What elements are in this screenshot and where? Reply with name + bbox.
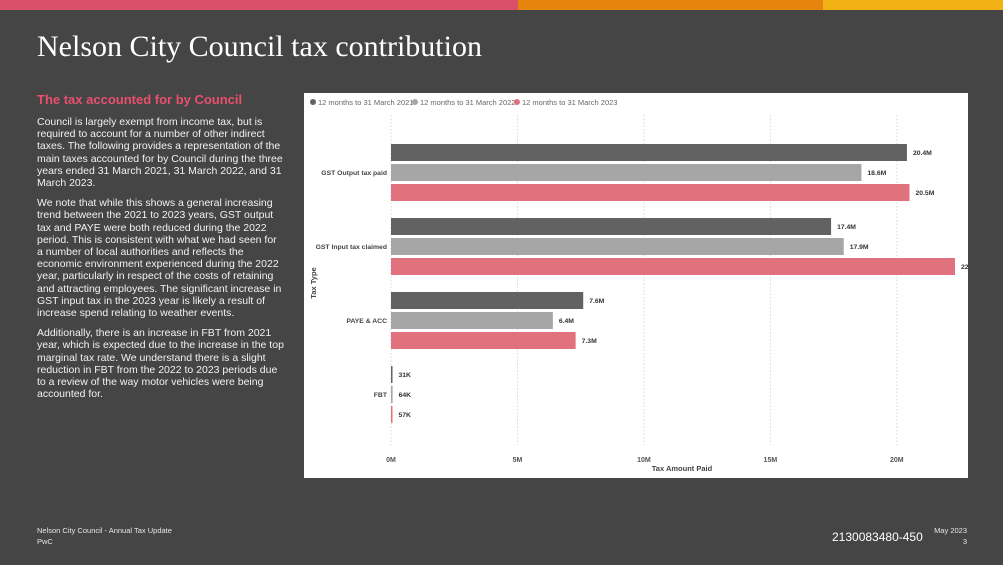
bar — [391, 312, 553, 329]
footer-left: Nelson City Council - Annual Tax Update … — [37, 525, 172, 547]
x-tick-label: 0M — [386, 457, 396, 464]
bar-data-label: 20.5M — [915, 190, 934, 197]
top-bar-yellow-segment — [823, 0, 1003, 10]
bar — [391, 366, 393, 383]
tax-bar-chart: 12 months to 31 March 2021 12 months to 3… — [309, 98, 968, 473]
section-heading: The tax accounted for by Council — [37, 92, 243, 107]
bar-data-label: 57K — [399, 412, 412, 419]
category-label: PAYE & ACC — [346, 318, 387, 325]
legend-swatch-1 — [310, 99, 316, 105]
footer-page-number: 3 — [962, 537, 967, 546]
category-label: GST Output tax paid — [321, 170, 387, 177]
bar-data-label: 17.9M — [850, 244, 869, 251]
bar-data-label: 7.6M — [589, 298, 604, 305]
top-bar-orange-segment — [518, 0, 823, 10]
bar — [391, 238, 844, 255]
tax-chart-panel: 12 months to 31 March 2021 12 months to 3… — [304, 93, 968, 478]
bar-data-label: 7.3M — [582, 338, 597, 345]
footer-firm: PwC — [37, 537, 53, 546]
bar — [391, 184, 910, 201]
bar-data-label: 17.4M — [837, 224, 856, 231]
bar — [391, 386, 393, 403]
bar — [391, 258, 955, 275]
x-tick-label: 5M — [513, 457, 523, 464]
bar — [391, 292, 584, 309]
paragraph-intro: Council is largely exempt from income ta… — [37, 116, 283, 190]
category-label: GST Input tax claimed — [316, 244, 387, 251]
legend-label-3: 12 months to 31 March 2023 — [522, 98, 617, 107]
bar-data-label: 6.4M — [559, 318, 574, 325]
x-tick-label: 20M — [890, 457, 904, 464]
bar — [391, 406, 393, 423]
bar — [391, 332, 576, 349]
bar — [391, 144, 907, 161]
legend-label-1: 12 months to 31 March 2021 — [318, 98, 413, 107]
legend-swatch-2 — [412, 99, 418, 105]
paragraph-fbt: Additionally, there is an increase in FB… — [37, 327, 284, 401]
bar-data-label: 20.4M — [913, 150, 932, 157]
footer-report-title: Nelson City Council - Annual Tax Update — [37, 526, 172, 535]
footer-document-id: 2130083480-450 — [832, 530, 923, 544]
y-axis-title: Tax Type — [309, 267, 318, 298]
legend-swatch-3 — [514, 99, 520, 105]
paragraph-trend: We note that while this shows a general … — [37, 197, 282, 320]
bar-data-label: 18.6M — [867, 170, 886, 177]
bar-data-label: 22.3M — [961, 264, 968, 271]
footer-date: May 2023 — [934, 526, 967, 535]
top-bar-pink-segment — [0, 0, 518, 10]
x-tick-label: 15M — [764, 457, 778, 464]
x-tick-label: 10M — [637, 457, 651, 464]
x-axis-title: Tax Amount Paid — [652, 464, 713, 473]
commentary-column: The tax accounted for by Council Council… — [37, 92, 284, 408]
category-label: FBT — [374, 392, 388, 399]
footer-date-block: May 2023 3 — [933, 525, 967, 547]
bar — [391, 164, 862, 181]
bar-data-label: 64K — [399, 392, 412, 399]
slide-title: Nelson City Council tax contribution — [37, 30, 482, 63]
top-color-bar — [0, 0, 1003, 10]
legend-label-2: 12 months to 31 March 2022 — [420, 98, 515, 107]
bar-data-label: 31K — [399, 372, 412, 379]
bar — [391, 218, 832, 235]
